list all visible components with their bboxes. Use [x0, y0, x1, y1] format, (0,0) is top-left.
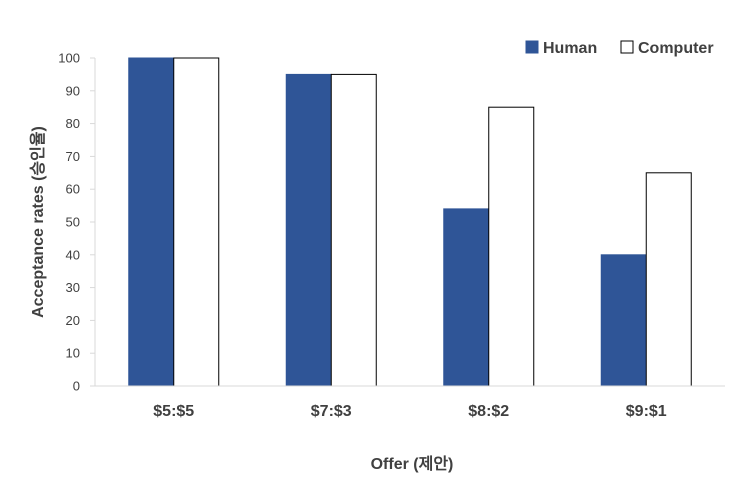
y-tick-label: 40 — [66, 247, 80, 262]
bar-computer-4 — [645, 172, 692, 387]
legend-swatch-human — [525, 40, 539, 54]
y-tick-label: 50 — [66, 215, 80, 230]
y-tick-label: 20 — [66, 313, 80, 328]
bar-human-2 — [285, 73, 332, 387]
y-tick-label: 80 — [66, 116, 80, 131]
y-tick-label: 100 — [58, 51, 80, 66]
bar-human-1 — [128, 57, 175, 387]
y-tick-label: 90 — [66, 83, 80, 98]
y-tick-label: 30 — [66, 280, 80, 295]
x-tick-label: $8:$2 — [468, 403, 509, 420]
y-tick-label: 60 — [66, 182, 80, 197]
bar-computer-1 — [173, 57, 220, 387]
y-axis: 0 10 20 30 40 50 60 70 80 90 100 — [58, 51, 96, 394]
legend-label-computer: Computer — [638, 40, 714, 57]
bar-computer-3 — [488, 106, 535, 387]
legend: Human Computer — [525, 40, 714, 57]
x-axis: $5:$5 $7:$3 $8:$2 $9:$1 — [95, 385, 725, 420]
x-tick-label: $7:$3 — [311, 403, 352, 420]
y-tick-label: 70 — [66, 149, 80, 164]
legend-swatch-computer — [620, 40, 634, 54]
bar-human-4 — [600, 254, 647, 387]
x-tick-label: $9:$1 — [626, 403, 667, 420]
bar-human-3 — [443, 208, 490, 387]
bars — [128, 57, 692, 387]
y-axis-title: Acceptance rates (승인율) — [29, 126, 47, 318]
y-tick-label: 10 — [66, 346, 80, 361]
bar-computer-2 — [330, 73, 377, 387]
x-tick-label: $5:$5 — [153, 403, 194, 420]
x-axis-title: Offer (제안) — [371, 455, 454, 473]
y-tick-label: 0 — [73, 379, 80, 394]
legend-label-human: Human — [543, 40, 597, 57]
